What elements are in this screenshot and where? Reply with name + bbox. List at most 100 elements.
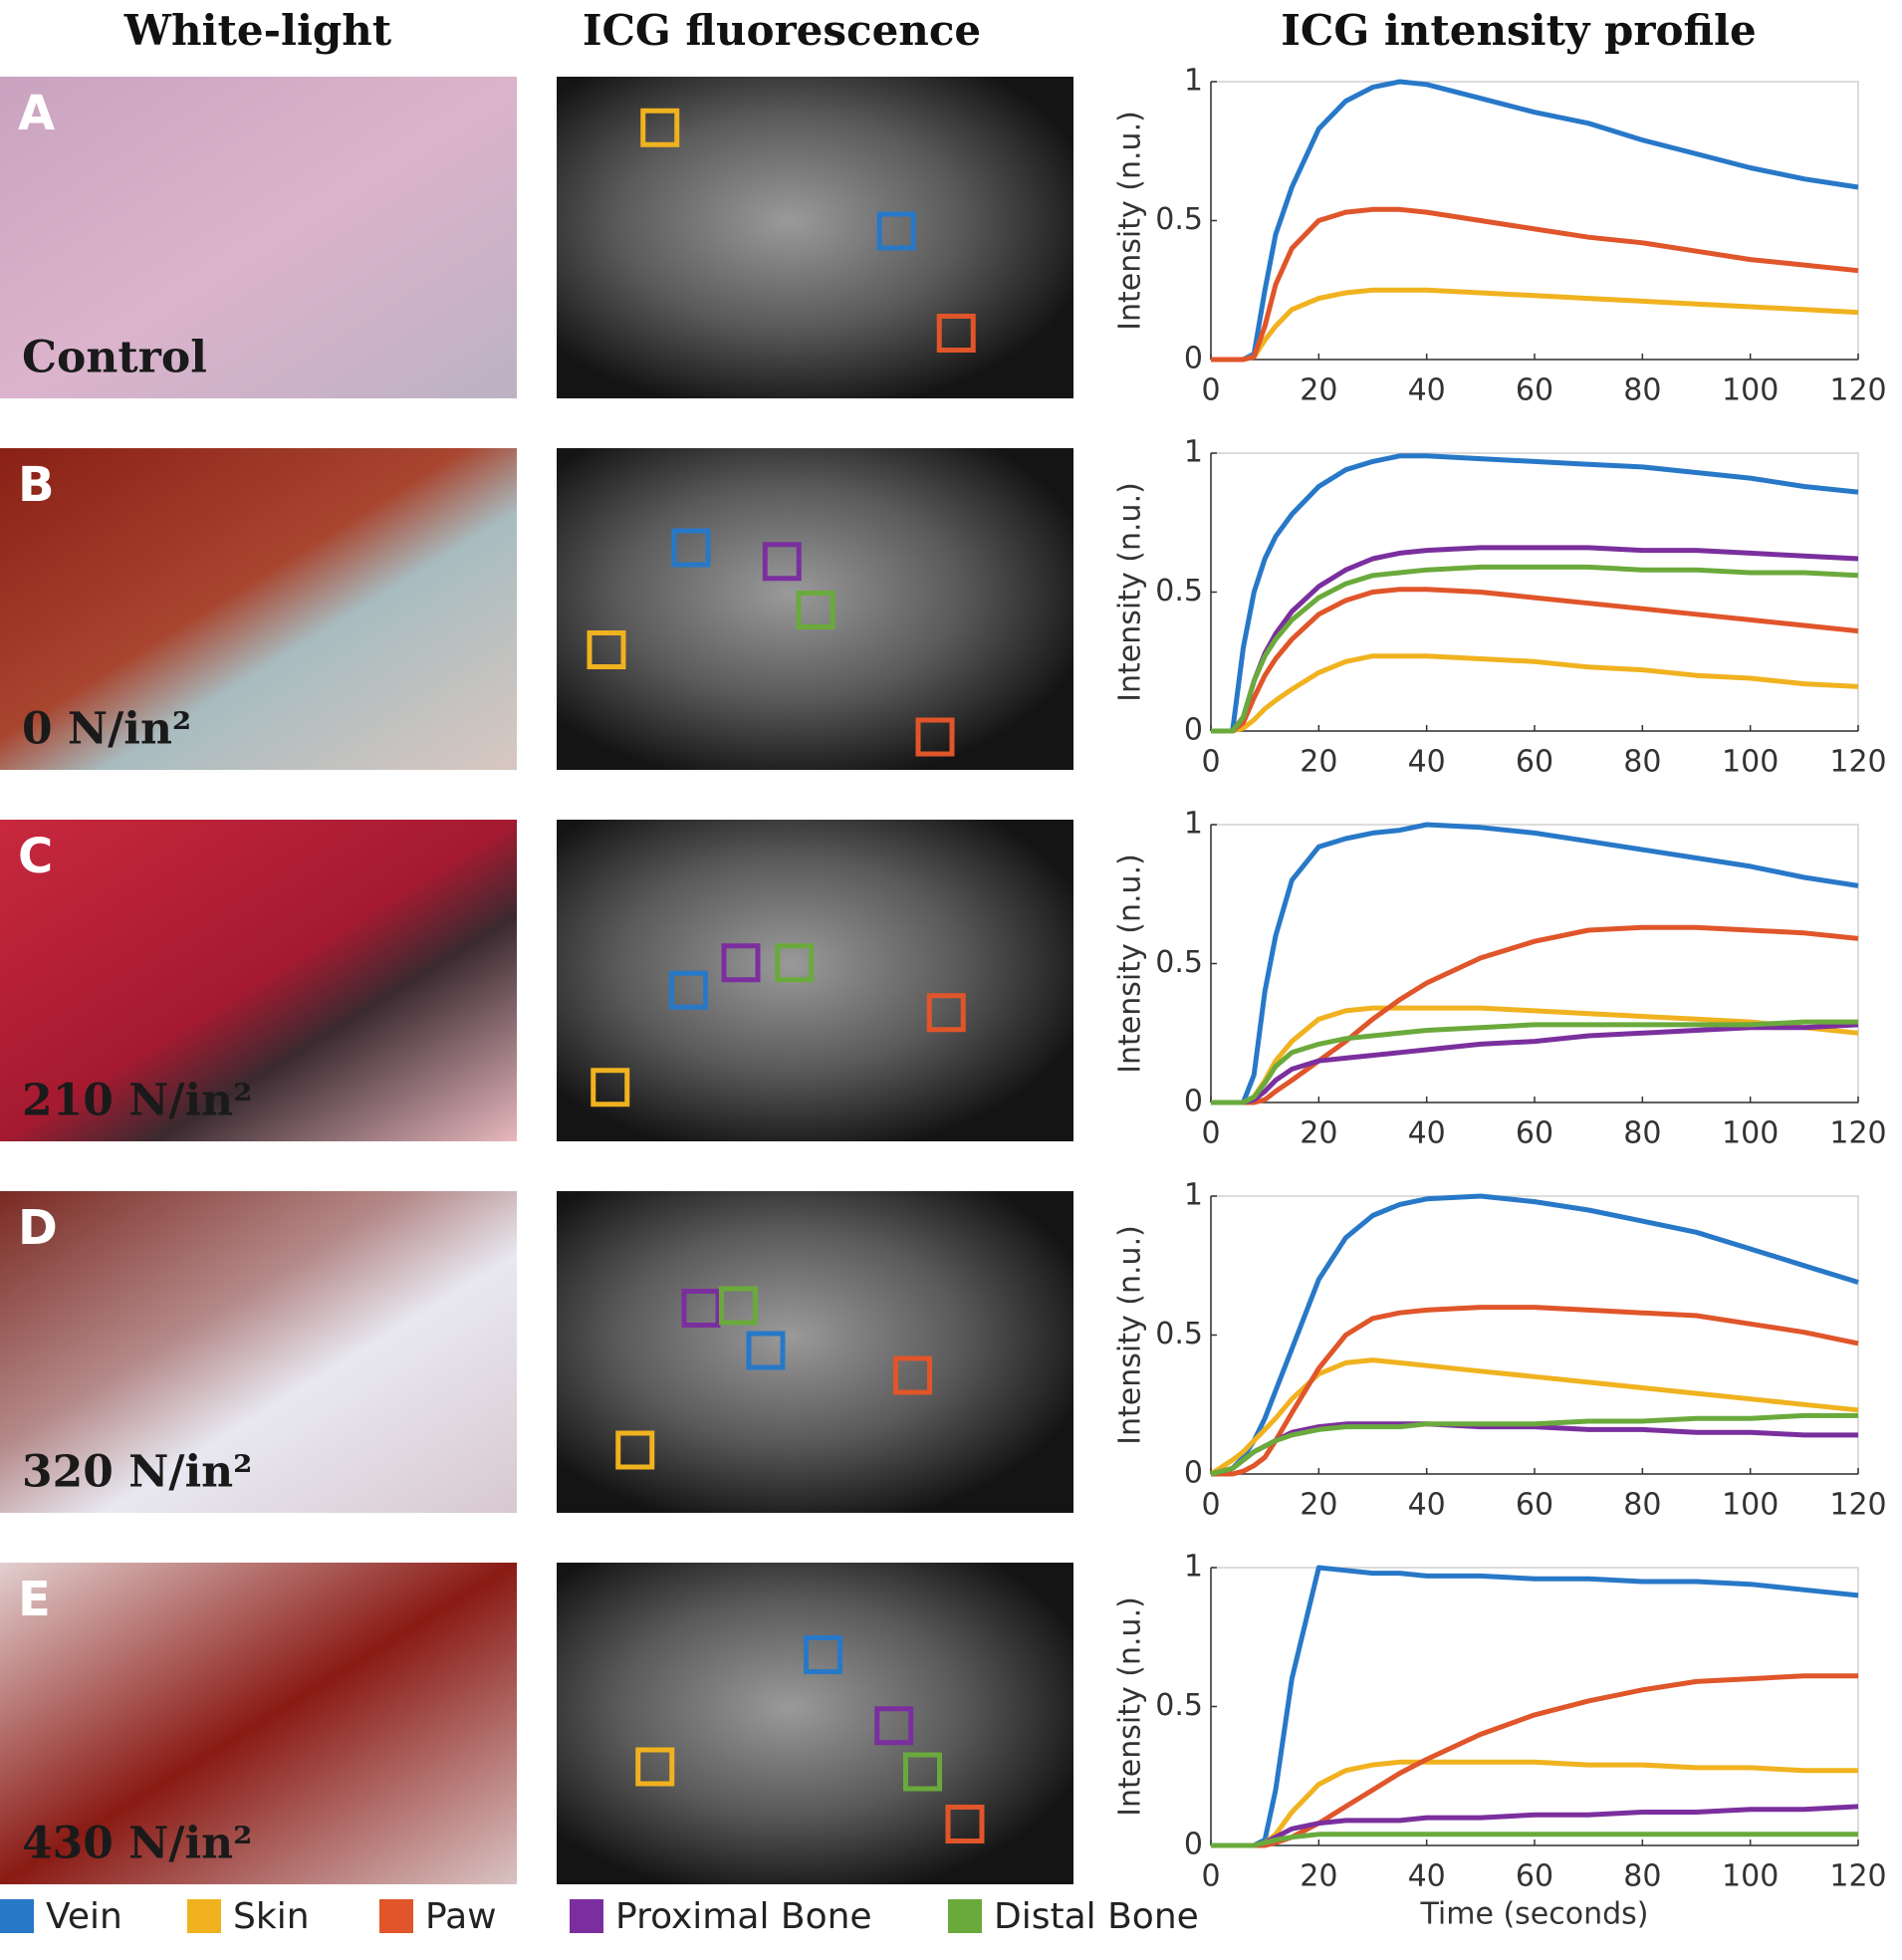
series-line — [1211, 1305, 1859, 1477]
fluorescence-image — [557, 820, 1073, 1141]
roi-box — [587, 630, 626, 669]
roi-box — [591, 1068, 630, 1107]
roi-box — [681, 1289, 721, 1328]
x-tick-label: 40 — [1408, 745, 1446, 780]
series-line — [1211, 79, 1859, 363]
y-tick-label: 0 — [1184, 1456, 1203, 1491]
y-tick-label: 0 — [1184, 1828, 1203, 1862]
y-tick-label: 0 — [1184, 713, 1203, 748]
series-line — [1211, 1022, 1859, 1105]
x-tick-label: 120 — [1829, 1488, 1886, 1523]
y-tick-label: 0 — [1184, 342, 1203, 376]
x-tick-label: 80 — [1623, 373, 1661, 408]
roi-box — [874, 1706, 914, 1746]
y-tick-label: 0.5 — [1155, 1688, 1203, 1723]
x-tick-label: 120 — [1829, 745, 1886, 780]
legend-label: Paw — [425, 1896, 497, 1937]
series-line — [1211, 287, 1859, 363]
series-line — [1211, 1565, 1859, 1848]
x-tick-label: 0 — [1201, 1488, 1220, 1523]
roi-box — [669, 970, 708, 1010]
x-tick-label: 0 — [1201, 373, 1220, 408]
legend-label: Proximal Bone — [615, 1896, 872, 1937]
white-light-photo — [0, 1191, 517, 1513]
series-line — [1211, 1019, 1858, 1105]
series-line — [1211, 822, 1859, 1105]
y-tick-label: 0.5 — [1155, 1317, 1203, 1351]
x-tick-label: 0 — [1201, 1116, 1220, 1151]
x-tick-label: 20 — [1300, 373, 1337, 408]
x-tick-label: 120 — [1829, 1859, 1886, 1894]
panel-letter: C — [18, 829, 53, 884]
x-tick-label: 60 — [1516, 1488, 1553, 1523]
x-tick-label: 40 — [1408, 1488, 1446, 1523]
series-line — [1211, 545, 1859, 734]
column-header: White-light — [123, 6, 392, 55]
x-tick-label: 100 — [1722, 745, 1779, 780]
y-tick-label: 1 — [1184, 1178, 1203, 1213]
panel-letter: E — [18, 1572, 51, 1627]
condition-label: 320 N/in² — [22, 1447, 252, 1498]
fluorescence-image — [557, 77, 1073, 398]
roi-box — [746, 1331, 786, 1370]
roi-box — [926, 993, 966, 1033]
y-axis-label: Intensity (n.u.) — [1113, 111, 1148, 331]
white-light-photo — [0, 77, 517, 398]
y-axis-label: Intensity (n.u.) — [1113, 482, 1148, 702]
legend-swatch — [570, 1899, 603, 1933]
fluorescence-image — [557, 1191, 1073, 1513]
panel-letter: A — [18, 86, 55, 141]
legend-swatch — [187, 1899, 221, 1933]
y-tick-label: 0 — [1184, 1085, 1203, 1119]
roi-box — [945, 1805, 985, 1843]
series-line — [1211, 924, 1859, 1105]
x-tick-label: 120 — [1829, 373, 1886, 408]
x-tick-label: 40 — [1408, 1859, 1446, 1894]
x-tick-label: 20 — [1300, 1116, 1337, 1151]
y-tick-label: 1 — [1184, 1550, 1203, 1585]
white-light-photo — [0, 448, 517, 770]
column-header: ICG fluorescence — [583, 6, 981, 55]
x-tick-label: 60 — [1516, 1859, 1553, 1894]
x-tick-label: 120 — [1829, 1116, 1886, 1151]
x-tick-label: 80 — [1623, 1488, 1661, 1523]
x-tick-label: 60 — [1516, 745, 1553, 780]
legend-label: Skin — [233, 1896, 310, 1937]
x-tick-label: 60 — [1516, 373, 1553, 408]
x-tick-label: 100 — [1722, 1859, 1779, 1894]
x-tick-label: 0 — [1201, 745, 1220, 780]
legend-swatch — [0, 1899, 34, 1933]
roi-box — [796, 591, 835, 629]
x-tick-label: 20 — [1300, 1859, 1337, 1894]
roi-box — [762, 542, 802, 582]
axes-frame — [1210, 81, 1859, 361]
condition-label: 210 N/in² — [22, 1076, 252, 1126]
panel-letter: B — [18, 457, 55, 513]
y-tick-label: 0.5 — [1155, 202, 1203, 237]
x-axis-label: Time (seconds) — [1420, 1897, 1649, 1932]
series-line — [1209, 1357, 1859, 1477]
condition-label: 430 N/in² — [22, 1819, 252, 1869]
x-tick-label: 60 — [1516, 1116, 1553, 1151]
y-tick-label: 1 — [1184, 64, 1203, 99]
x-tick-label: 20 — [1300, 1488, 1337, 1523]
y-axis-label: Intensity (n.u.) — [1113, 1225, 1148, 1445]
panel-letter: D — [18, 1200, 58, 1256]
y-axis-label: Intensity (n.u.) — [1113, 854, 1148, 1074]
x-tick-label: 20 — [1300, 745, 1337, 780]
series-line — [1211, 653, 1859, 734]
y-tick-label: 1 — [1184, 807, 1203, 842]
x-tick-label: 80 — [1623, 1116, 1661, 1151]
column-header: ICG intensity profile — [1281, 6, 1756, 55]
series-line — [1211, 1832, 1858, 1848]
series-line — [1211, 587, 1859, 734]
legend-swatch — [379, 1899, 413, 1933]
series-line — [1210, 1412, 1858, 1477]
white-light-photo — [0, 820, 517, 1141]
legend-swatch — [948, 1899, 982, 1933]
y-tick-label: 0.5 — [1155, 945, 1203, 980]
roi-box — [903, 1752, 942, 1792]
x-tick-label: 40 — [1408, 373, 1446, 408]
